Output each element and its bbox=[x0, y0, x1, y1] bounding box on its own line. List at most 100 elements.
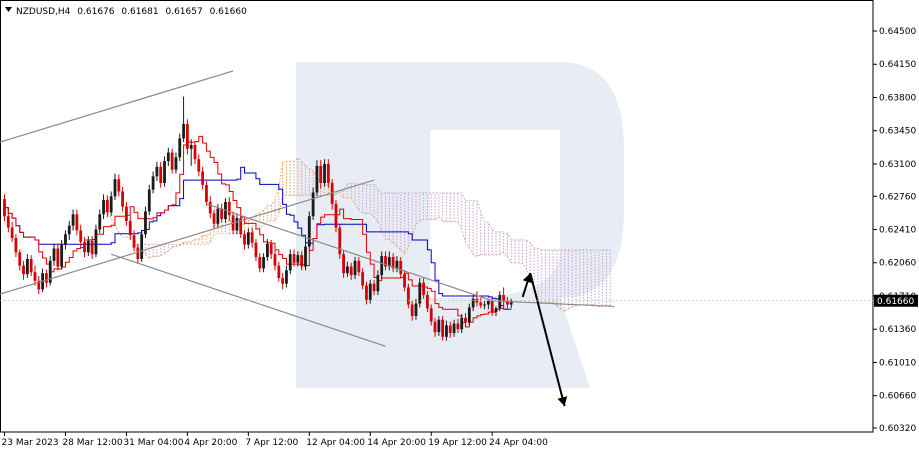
candle-body bbox=[399, 260, 403, 275]
bull-candle bbox=[86, 236, 90, 257]
bear-candle bbox=[18, 249, 22, 271]
senkou-span-b bbox=[103, 182, 611, 251]
candle-body bbox=[319, 165, 323, 183]
candle-body bbox=[471, 298, 475, 308]
candle-body bbox=[201, 171, 205, 185]
candle-body bbox=[311, 192, 315, 217]
bear-candle bbox=[300, 251, 304, 271]
bull-candle bbox=[467, 303, 471, 326]
candle-body bbox=[205, 184, 208, 202]
price-axis[interactable]: 0.64500 0.64150 0.63800 0.63450 0.63100 0.627… bbox=[0, 27, 918, 434]
candle-body bbox=[437, 319, 441, 333]
ichimoku-cloud bbox=[103, 157, 611, 312]
falling-channel-bottom bbox=[110, 253, 386, 347]
candle-body bbox=[48, 260, 52, 283]
candle-body bbox=[125, 206, 128, 221]
bull-candle bbox=[67, 220, 71, 240]
candle-body bbox=[86, 240, 90, 253]
high-value: 0.61681 bbox=[121, 7, 158, 17]
candle-body bbox=[479, 302, 483, 306]
time-axis[interactable]: 23 Mar 2023 28 Mar 12:00 31 Mar 04:00 4 Apr… bbox=[2, 432, 549, 448]
bull-candle bbox=[418, 277, 422, 308]
bull-candle bbox=[147, 184, 151, 216]
bear-candle bbox=[281, 273, 285, 290]
bear-candle bbox=[273, 250, 277, 271]
plot-border bbox=[0, 0, 874, 433]
candle-body bbox=[460, 317, 464, 330]
candle-body bbox=[60, 244, 64, 267]
bull-candle bbox=[323, 159, 326, 187]
candle-body bbox=[67, 225, 71, 235]
candle-body bbox=[502, 295, 506, 301]
candle-body bbox=[170, 152, 174, 170]
candle-body bbox=[18, 252, 22, 266]
bear-candle bbox=[3, 194, 6, 221]
y-tick-label: 0.64150 bbox=[879, 60, 916, 70]
bull-candle bbox=[235, 213, 239, 235]
bull-candle bbox=[113, 173, 117, 201]
bull-candle bbox=[25, 254, 29, 278]
candle-body bbox=[506, 300, 509, 305]
candle-body bbox=[166, 152, 170, 162]
bear-candle bbox=[254, 238, 258, 261]
rising-channel-bottom bbox=[0, 179, 375, 295]
bull-candle bbox=[64, 230, 67, 250]
senkou-span-a bbox=[103, 157, 611, 312]
bear-candle bbox=[406, 283, 410, 309]
candle-body bbox=[258, 257, 262, 269]
bull-candle bbox=[471, 295, 475, 312]
bull-candle bbox=[311, 187, 315, 221]
bull-candle bbox=[178, 133, 182, 162]
bear-candle bbox=[170, 148, 174, 174]
bear-candle bbox=[479, 297, 483, 309]
candle-body bbox=[395, 260, 399, 269]
collapse-triangle-icon[interactable] bbox=[5, 7, 12, 12]
candle-body bbox=[315, 165, 319, 193]
x-tick-label: 24 Apr 04:00 bbox=[489, 438, 548, 448]
bull-candle bbox=[144, 206, 147, 239]
bear-candle bbox=[464, 313, 467, 328]
bull-candle bbox=[414, 298, 418, 320]
candle-body bbox=[22, 265, 25, 275]
x-tick-label: 7 Apr 12:00 bbox=[245, 438, 298, 448]
chart-frame bbox=[0, 0, 874, 433]
y-tick-label: 0.61360 bbox=[879, 325, 916, 335]
bear-candle bbox=[227, 197, 231, 221]
bear-candle bbox=[361, 268, 365, 290]
bear-candle bbox=[6, 209, 10, 233]
x-tick-label: 19 Apr 12:00 bbox=[428, 438, 487, 448]
bear-candle bbox=[403, 270, 406, 292]
bear-candle bbox=[448, 321, 452, 338]
bull-candle bbox=[189, 139, 193, 166]
candle-body bbox=[220, 208, 224, 220]
candle-body bbox=[102, 200, 105, 215]
candle-body bbox=[265, 243, 269, 258]
bull-candle bbox=[445, 320, 448, 341]
watermark-r-shape bbox=[296, 62, 624, 388]
bear-candle bbox=[220, 203, 224, 223]
candle-body bbox=[14, 238, 18, 253]
bull-candle bbox=[380, 251, 384, 279]
candle-body bbox=[269, 243, 273, 255]
candle-body bbox=[418, 282, 422, 304]
candle-body bbox=[281, 277, 285, 284]
candle-body bbox=[296, 255, 300, 263]
bear-candle bbox=[212, 209, 216, 229]
bear-candle bbox=[433, 317, 437, 337]
bear-candle bbox=[506, 296, 509, 310]
candle-body bbox=[467, 307, 471, 323]
bear-candle bbox=[22, 260, 25, 280]
bear-candle bbox=[319, 160, 323, 189]
bear-candle bbox=[391, 253, 395, 273]
candle-body bbox=[426, 295, 429, 309]
bear-candle bbox=[441, 315, 445, 341]
chart-header: NZDUSD,H4 0.61676 0.61681 0.61657 0.6166… bbox=[5, 7, 247, 17]
bull-candle bbox=[304, 241, 307, 271]
bear-candle bbox=[136, 243, 140, 264]
bear-candle bbox=[338, 223, 342, 259]
candle-body bbox=[33, 272, 37, 281]
bull-candle bbox=[246, 228, 250, 249]
x-tick-label: 28 Mar 12:00 bbox=[62, 438, 122, 448]
bear-candle bbox=[197, 154, 201, 177]
